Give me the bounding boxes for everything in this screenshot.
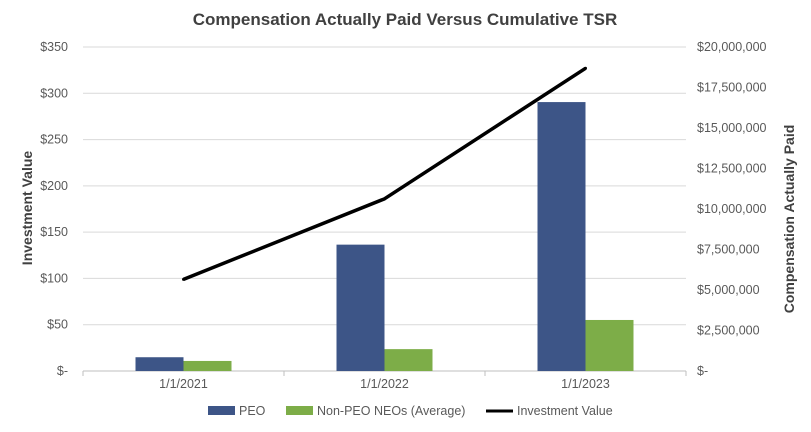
peo-bar (336, 244, 385, 371)
left-tick-label: $150 (40, 225, 68, 239)
right-tick-label: $5,000,000 (697, 283, 760, 297)
left-tick-label: $50 (47, 318, 68, 332)
legend: PEO Non-PEO NEOs (Average) Investment Valu… (208, 404, 613, 418)
right-axis-title: Compensation Actually Paid (781, 125, 797, 314)
left-tick-label: $350 (40, 40, 68, 54)
legend-label: Non-PEO NEOs (Average) (317, 404, 465, 418)
right-tick-label: $- (697, 364, 708, 378)
left-tick-label: $- (57, 364, 68, 378)
x-tick-label: 1/1/2023 (561, 377, 610, 391)
right-axis-ticks: $- $2,500,000 $5,000,000 $7,500,000 $10,000,… (697, 40, 767, 378)
left-axis-title: Investment Value (19, 151, 35, 266)
left-tick-label: $200 (40, 179, 68, 193)
investment-value-point (182, 277, 185, 281)
peo-bar (135, 357, 184, 371)
x-axis-ticks: 1/1/2021 1/1/2022 1/1/2023 (82, 371, 687, 391)
investment-value-point (383, 197, 386, 201)
investment-value-line (182, 66, 587, 281)
left-tick-label: $100 (40, 271, 68, 285)
right-tick-label: $2,500,000 (697, 324, 760, 338)
chart-title: Compensation Actually Paid Versus Cumula… (193, 10, 617, 29)
legend-label: Investment Value (517, 404, 613, 418)
legend-peo-swatch (208, 406, 235, 415)
right-tick-label: $15,000,000 (697, 121, 767, 135)
x-tick-label: 1/1/2021 (159, 377, 208, 391)
legend-label: PEO (239, 404, 266, 418)
right-tick-label: $12,500,000 (697, 162, 767, 176)
right-tick-label: $17,500,000 (697, 81, 767, 95)
right-tick-label: $7,500,000 (697, 243, 760, 257)
x-tick-label: 1/1/2022 (360, 377, 409, 391)
right-tick-label: $10,000,000 (697, 202, 767, 216)
investment-value-point (584, 66, 587, 70)
left-tick-label: $250 (40, 133, 68, 147)
peo-bar (537, 102, 586, 371)
legend-non-peo-swatch (286, 406, 313, 415)
left-tick-label: $300 (40, 86, 68, 100)
left-axis-ticks: $- $50 $100 $150 $200 $250 $300 $350 (40, 40, 68, 378)
non-peo-bar (585, 319, 634, 371)
right-tick-label: $20,000,000 (697, 40, 767, 54)
bars (135, 102, 634, 371)
non-peo-bar (384, 349, 433, 371)
non-peo-bar (183, 360, 232, 371)
